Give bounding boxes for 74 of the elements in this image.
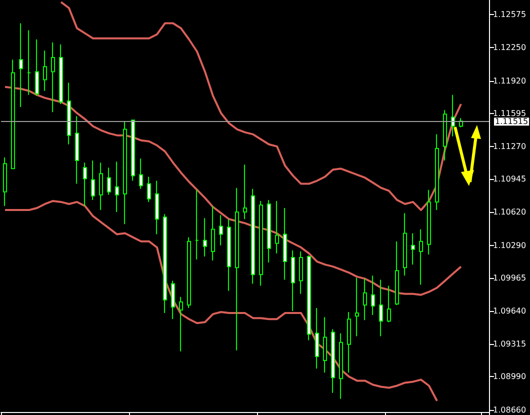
candlestick <box>251 188 255 284</box>
candlestick <box>11 59 15 170</box>
candlestick <box>51 42 55 113</box>
candlestick <box>35 38 39 96</box>
candlestick <box>283 208 287 280</box>
candlestick <box>363 278 367 321</box>
candlestick <box>43 50 47 92</box>
candlestick <box>347 312 351 374</box>
candlestick <box>403 212 407 276</box>
candlestick <box>3 157 7 206</box>
y-tick-label: 1.11920 <box>493 76 526 86</box>
ref-line-label: 1.11515 <box>495 117 528 126</box>
candlestick <box>91 160 95 200</box>
candlestick <box>203 218 207 257</box>
candlestick <box>235 187 239 351</box>
y-tick-label: 1.08660 <box>493 405 526 414</box>
candlestick <box>179 296 183 352</box>
y-tick-label: 1.12575 <box>493 10 526 20</box>
candlestick <box>219 214 223 246</box>
candlestick <box>443 110 447 162</box>
candlestick <box>379 279 383 337</box>
candlestick <box>371 275 375 316</box>
y-tick-label: 1.10290 <box>493 240 526 250</box>
candlestick <box>451 94 455 137</box>
candlestick <box>19 22 23 108</box>
y-tick-label: 1.09965 <box>493 274 526 283</box>
y-tick-label: 1.09640 <box>493 306 526 316</box>
line-series <box>60 1 462 212</box>
candlestick <box>59 44 63 105</box>
candlestick <box>315 307 319 370</box>
y-tick-label: 1.10945 <box>493 174 526 184</box>
candlestick <box>163 214 167 314</box>
candlestick <box>427 189 431 255</box>
candlestick <box>419 228 423 286</box>
candlestick <box>211 206 215 262</box>
candlestick <box>387 285 391 323</box>
candlestick <box>67 82 71 145</box>
candlestick <box>107 167 111 196</box>
candlestick <box>435 134 439 211</box>
line-series <box>4 86 462 296</box>
candlestick <box>187 236 191 308</box>
candlestick <box>411 232 415 266</box>
y-tick-label: 1.11595 <box>493 109 526 118</box>
candlestick <box>267 199 271 264</box>
candlestick <box>27 30 31 96</box>
candlestick <box>355 277 359 337</box>
candlestick <box>99 162 103 211</box>
candlestick <box>195 189 199 260</box>
candlestick <box>155 180 159 235</box>
y-tick-label: 1.09315 <box>493 339 526 348</box>
candlestick <box>139 158 143 190</box>
candlestick <box>259 200 263 286</box>
candlestick <box>75 116 79 184</box>
line-series <box>4 200 438 402</box>
candlestick <box>299 250 303 294</box>
candlestick <box>395 240 399 306</box>
candlestick <box>115 161 119 213</box>
candlestick <box>307 254 311 341</box>
y-tick-label: 1.11270 <box>493 142 526 151</box>
candlestick <box>147 176 151 202</box>
candlestick <box>171 280 175 320</box>
y-tick-label: 1.12250 <box>493 42 526 52</box>
candlestick <box>339 332 343 400</box>
y-tick-label: 1.08990 <box>493 372 526 382</box>
candlestick <box>243 164 247 220</box>
candlestick <box>331 328 335 394</box>
candlestick <box>291 250 295 312</box>
candlestick <box>131 120 135 182</box>
candlestick <box>227 218 231 292</box>
candlestick <box>275 200 279 254</box>
candlestick <box>123 120 127 225</box>
y-tick-label: 1.10620 <box>493 208 526 217</box>
candlestick <box>83 162 87 206</box>
candlestick <box>323 316 327 374</box>
